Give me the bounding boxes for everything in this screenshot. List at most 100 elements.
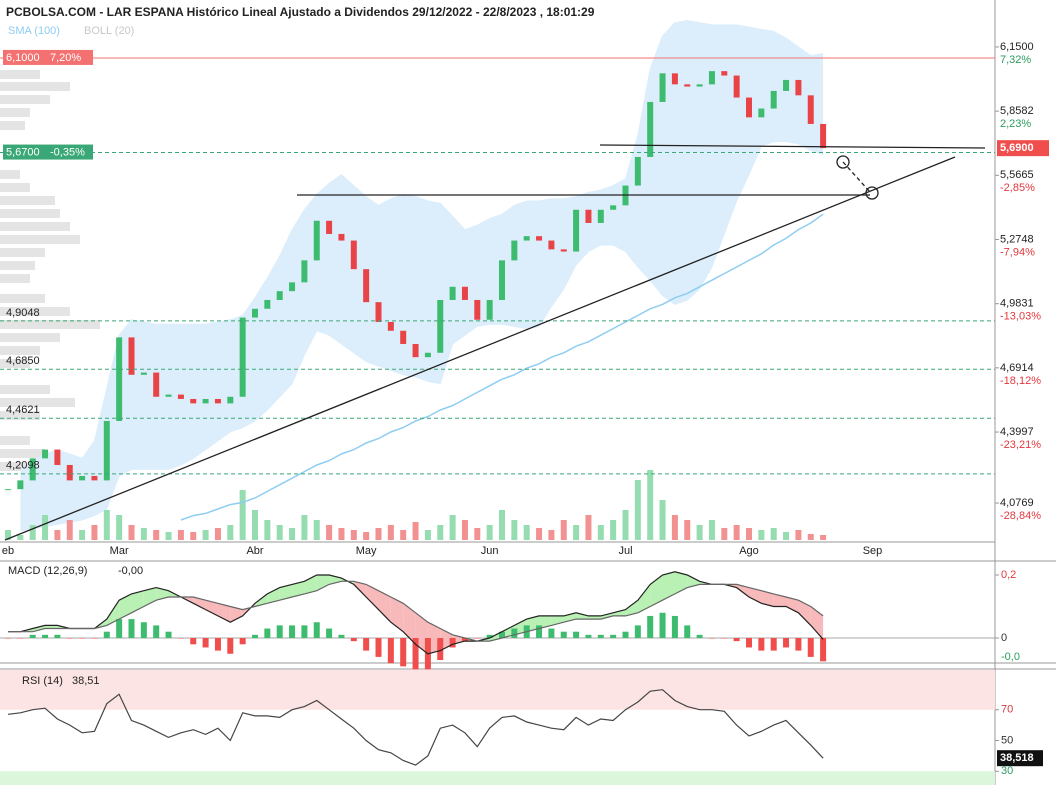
candle — [721, 71, 728, 76]
x-tick-label: Sep — [863, 545, 883, 557]
volume-bar — [758, 530, 765, 540]
volume-bar — [733, 525, 740, 540]
volume-bar — [153, 530, 160, 540]
macd-fill — [539, 615, 552, 629]
macd-fill — [452, 634, 465, 645]
volume-bar — [523, 525, 530, 540]
sma-line — [180, 213, 824, 521]
level-box — [3, 144, 93, 160]
volume-bar — [647, 470, 654, 540]
candle — [165, 394, 172, 397]
y-tick-change: 2,23% — [1000, 118, 1031, 130]
macd-histogram — [91, 637, 98, 639]
macd-fill — [366, 584, 379, 610]
y-tick-label: 30 — [1001, 765, 1013, 777]
candle — [289, 282, 296, 292]
y-tick-change: -7,94% — [1000, 246, 1035, 258]
volume-bar — [214, 528, 221, 540]
y-tick-label: 70 — [1001, 704, 1013, 716]
macd-histogram — [746, 637, 752, 648]
candle — [140, 372, 147, 375]
macd-histogram — [437, 637, 444, 661]
y-tick-label: 4,6914 — [1000, 362, 1034, 374]
volume-bar — [746, 528, 752, 540]
candle — [536, 236, 543, 241]
volume-bar — [276, 525, 283, 540]
volume-bar — [461, 520, 468, 540]
volume-bar — [264, 520, 271, 540]
volume-bar — [227, 525, 234, 540]
level-label: 5,6700 — [6, 146, 40, 158]
macd-fill — [427, 622, 441, 654]
volume-bar — [66, 520, 73, 540]
macd-fill — [415, 612, 428, 654]
candle — [313, 220, 320, 261]
candle — [252, 308, 258, 318]
volume-bar — [239, 490, 246, 540]
legend-entry: SMA (100) — [8, 25, 60, 37]
candle — [326, 220, 333, 234]
volume-bar — [684, 520, 691, 540]
candle — [116, 337, 123, 421]
y-tick-label: 0 — [1001, 632, 1007, 644]
volume-bar — [820, 535, 827, 540]
y-tick-label: 6,1500 — [1000, 41, 1034, 53]
macd-histogram — [375, 637, 382, 657]
candle — [214, 398, 221, 404]
volume-bar — [622, 510, 629, 540]
macd-fill — [390, 597, 404, 632]
macd-fill — [749, 587, 762, 604]
macd-histogram — [560, 631, 567, 638]
candle — [42, 449, 49, 459]
macd-histogram — [5, 637, 11, 639]
macd-histogram — [634, 625, 641, 638]
macd-histogram — [17, 637, 24, 639]
macd-fill — [502, 625, 515, 638]
candle — [795, 79, 802, 96]
panel-value: -0,00 — [118, 565, 143, 577]
volume-bar — [807, 534, 814, 540]
x-tick-label: Abr — [246, 545, 263, 557]
macd-histogram — [79, 637, 86, 639]
volume-bar — [252, 510, 258, 540]
candle — [807, 95, 814, 124]
macd-fill — [316, 575, 330, 591]
volume-bar — [140, 528, 147, 540]
candle — [486, 299, 493, 320]
volume-bar — [313, 520, 320, 540]
macd-fill — [193, 597, 206, 610]
macd-fill — [230, 606, 243, 623]
macd-histogram — [326, 628, 333, 638]
support-label: 4,6850 — [6, 355, 40, 367]
candle — [647, 101, 654, 157]
volume-bar — [412, 522, 419, 540]
volume-bar — [177, 530, 184, 540]
candle — [350, 240, 357, 270]
support-label: 4,2098 — [6, 460, 40, 472]
macd-histogram — [721, 637, 728, 639]
macd-histogram — [647, 615, 654, 638]
macd-histogram — [511, 628, 518, 638]
volume-bar — [17, 535, 24, 540]
macd-histogram — [214, 637, 221, 651]
macd-fill — [45, 625, 58, 629]
candle — [276, 291, 283, 300]
bollinger-band — [20, 20, 824, 531]
bollinger-lower — [20, 141, 824, 532]
macd-histogram — [239, 637, 246, 645]
signal-line — [8, 580, 824, 642]
chart-title: PCBOLSA.COM - LAR ESPANA Histórico Linea… — [6, 5, 595, 19]
volume-bar — [610, 520, 617, 540]
panel-title: RSI (14) — [22, 675, 63, 687]
x-tick-label: Jul — [618, 545, 632, 557]
macd-histogram — [338, 634, 345, 638]
macd-histogram — [252, 634, 258, 638]
macd-histogram — [696, 634, 703, 638]
candle — [66, 464, 73, 481]
candle — [338, 233, 345, 241]
macd-fill — [810, 606, 824, 640]
macd-histogram — [585, 634, 592, 638]
candle — [387, 321, 394, 331]
macd-fill — [625, 600, 638, 616]
